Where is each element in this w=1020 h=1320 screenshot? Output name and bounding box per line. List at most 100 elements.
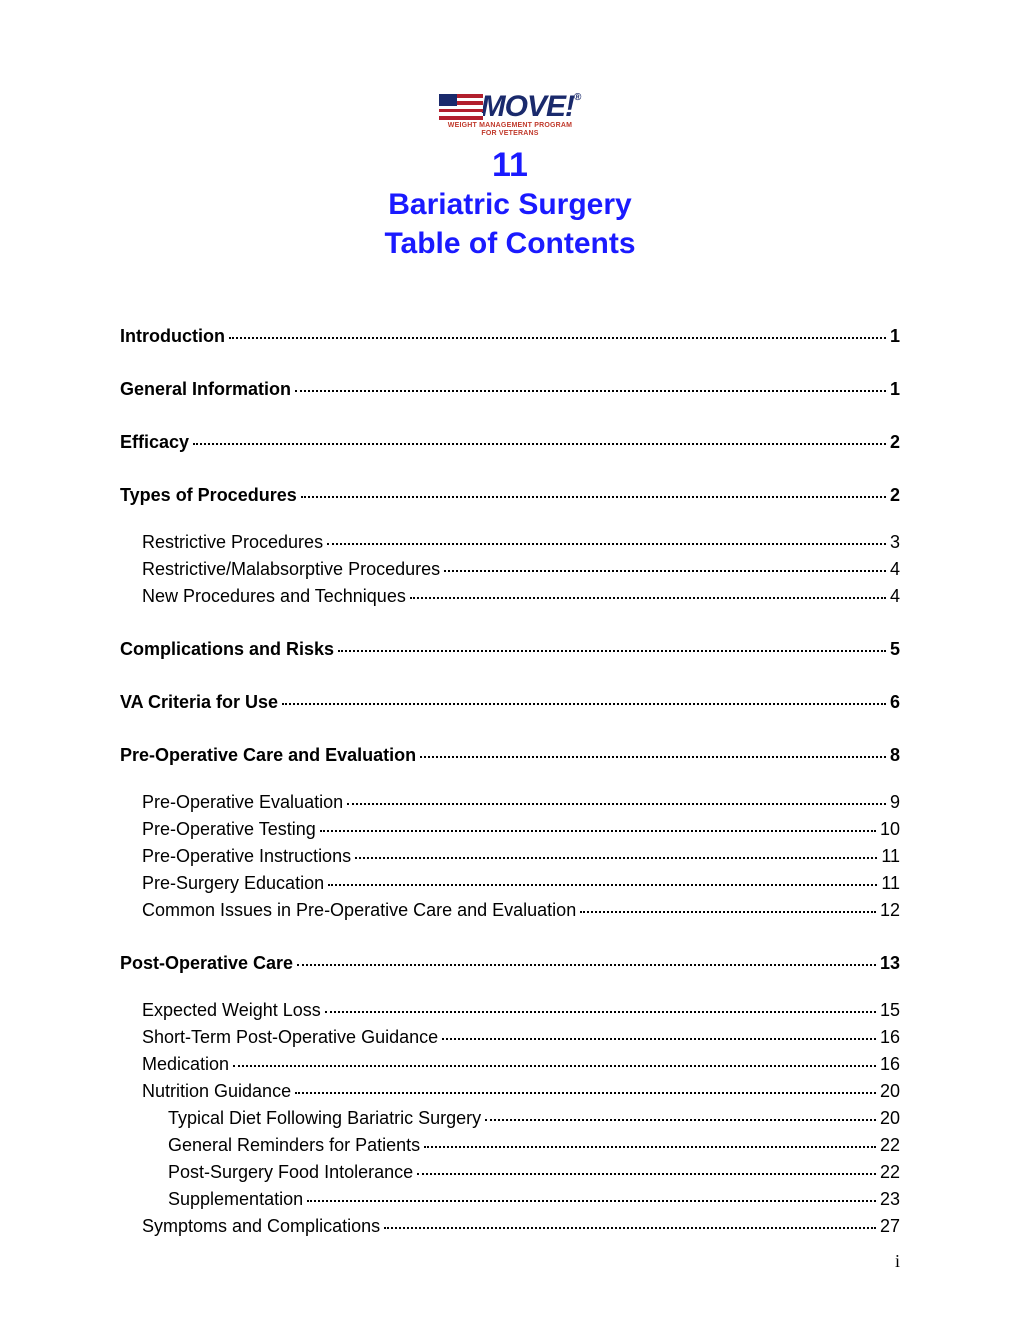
toc-label: Restrictive/Malabsorptive Procedures <box>142 556 440 583</box>
move-logo: MOVE!® WEIGHT MANAGEMENT PROGRAM FOR VET… <box>439 90 582 137</box>
toc-leader-dots <box>338 650 886 652</box>
toc-page: 11 <box>881 870 900 897</box>
toc-page: 13 <box>880 950 900 977</box>
toc-leader-dots <box>384 1227 876 1229</box>
toc-entry: Pre-Operative Evaluation 9 <box>120 789 900 816</box>
toc-leader-dots <box>301 496 886 498</box>
toc-label: Typical Diet Following Bariatric Surgery <box>168 1105 481 1132</box>
toc-leader-dots <box>410 597 886 599</box>
toc-entry: Restrictive/Malabsorptive Procedures 4 <box>120 556 900 583</box>
toc-page: 15 <box>880 997 900 1024</box>
toc-leader-dots <box>444 570 886 572</box>
toc-label: General Information <box>120 376 291 403</box>
toc-label: Pre-Operative Instructions <box>142 843 351 870</box>
title-line-2: Table of Contents <box>120 224 900 263</box>
toc-page: 3 <box>890 529 900 556</box>
toc-entry: Post-Surgery Food Intolerance 22 <box>120 1159 900 1186</box>
toc-page: 8 <box>890 742 900 769</box>
registered-mark: ® <box>574 92 581 103</box>
logo-subtitle: WEIGHT MANAGEMENT PROGRAM FOR VETERANS <box>439 122 582 137</box>
toc-label: Post-Surgery Food Intolerance <box>168 1159 413 1186</box>
toc-label: Pre-Surgery Education <box>142 870 324 897</box>
toc-leader-dots <box>282 703 886 705</box>
toc-entry: Pre-Operative Care and Evaluation 8 <box>120 742 900 769</box>
toc-entry: Symptoms and Complications27 <box>120 1213 900 1240</box>
toc-label: Expected Weight Loss <box>142 997 321 1024</box>
toc-entry: General Reminders for Patients 22 <box>120 1132 900 1159</box>
toc-label: Restrictive Procedures <box>142 529 323 556</box>
toc-leader-dots <box>580 911 876 913</box>
toc-leader-dots <box>328 884 877 886</box>
toc-label: Medication <box>142 1051 229 1078</box>
toc-entry: Complications and Risks5 <box>120 636 900 663</box>
toc-label: Introduction <box>120 323 225 350</box>
toc-leader-dots <box>485 1119 876 1121</box>
toc-page: 4 <box>890 556 900 583</box>
toc-page: 11 <box>881 843 900 870</box>
toc-entry: Expected Weight Loss 15 <box>120 997 900 1024</box>
toc-page: 16 <box>880 1051 900 1078</box>
toc-page: 1 <box>890 376 900 403</box>
toc-entry: Introduction 1 <box>120 323 900 350</box>
toc-label: Common Issues in Pre-Operative Care and … <box>142 897 576 924</box>
toc-page: 22 <box>880 1132 900 1159</box>
toc-label: Types of Procedures <box>120 482 297 509</box>
toc-leader-dots <box>420 756 886 758</box>
toc-leader-dots <box>325 1011 876 1013</box>
toc-page: 1 <box>890 323 900 350</box>
toc-entry: Medication 16 <box>120 1051 900 1078</box>
toc-label: Post-Operative Care <box>120 950 293 977</box>
table-of-contents: Introduction 1 General Information 1 Efficac… <box>120 323 900 1240</box>
toc-entry: Nutrition Guidance20 <box>120 1078 900 1105</box>
toc-page: 27 <box>880 1213 900 1240</box>
toc-label: Efficacy <box>120 429 189 456</box>
toc-page: 16 <box>880 1024 900 1051</box>
toc-page: 4 <box>890 583 900 610</box>
logo-sub-line1: WEIGHT MANAGEMENT PROGRAM <box>448 122 572 129</box>
toc-leader-dots <box>295 390 886 392</box>
toc-label: Pre-Operative Care and Evaluation <box>120 742 416 769</box>
toc-page: 12 <box>880 897 900 924</box>
toc-leader-dots <box>229 337 886 339</box>
toc-page: 5 <box>890 636 900 663</box>
toc-entry: Common Issues in Pre-Operative Care and … <box>120 897 900 924</box>
toc-entry: Pre-Surgery Education 11 <box>120 870 900 897</box>
toc-entry: Types of Procedures 2 <box>120 482 900 509</box>
toc-page: 23 <box>880 1186 900 1213</box>
toc-page: 20 <box>880 1105 900 1132</box>
flag-icon <box>439 94 483 120</box>
toc-page: 20 <box>880 1078 900 1105</box>
toc-leader-dots <box>307 1200 876 1202</box>
toc-label: New Procedures and Techniques <box>142 583 406 610</box>
title-line-1: Bariatric Surgery <box>120 185 900 224</box>
toc-page: 2 <box>890 482 900 509</box>
toc-leader-dots <box>442 1038 876 1040</box>
toc-page: 9 <box>890 789 900 816</box>
toc-entry: New Procedures and Techniques 4 <box>120 583 900 610</box>
toc-leader-dots <box>327 543 886 545</box>
toc-entry: Short-Term Post-Operative Guidance16 <box>120 1024 900 1051</box>
logo-sub-line2: FOR VETERANS <box>481 130 538 137</box>
toc-page: 22 <box>880 1159 900 1186</box>
toc-entry: Post-Operative Care 13 <box>120 950 900 977</box>
toc-label: Pre-Operative Testing <box>142 816 316 843</box>
toc-label: General Reminders for Patients <box>168 1132 420 1159</box>
toc-entry: Efficacy 2 <box>120 429 900 456</box>
toc-leader-dots <box>417 1173 876 1175</box>
toc-entry: VA Criteria for Use6 <box>120 689 900 716</box>
toc-leader-dots <box>297 964 876 966</box>
toc-entry: Pre-Operative Testing10 <box>120 816 900 843</box>
logo-main-text: MOVE! <box>481 90 574 123</box>
toc-leader-dots <box>295 1092 876 1094</box>
toc-label: Pre-Operative Evaluation <box>142 789 343 816</box>
toc-label: Supplementation <box>168 1186 303 1213</box>
toc-entry: Supplementation 23 <box>120 1186 900 1213</box>
toc-entry: Pre-Operative Instructions 11 <box>120 843 900 870</box>
toc-leader-dots <box>347 803 886 805</box>
toc-entry: General Information 1 <box>120 376 900 403</box>
toc-leader-dots <box>193 443 886 445</box>
toc-page: 6 <box>890 689 900 716</box>
toc-leader-dots <box>233 1065 876 1067</box>
toc-page: 2 <box>890 429 900 456</box>
chapter-number: 11 <box>120 146 900 185</box>
